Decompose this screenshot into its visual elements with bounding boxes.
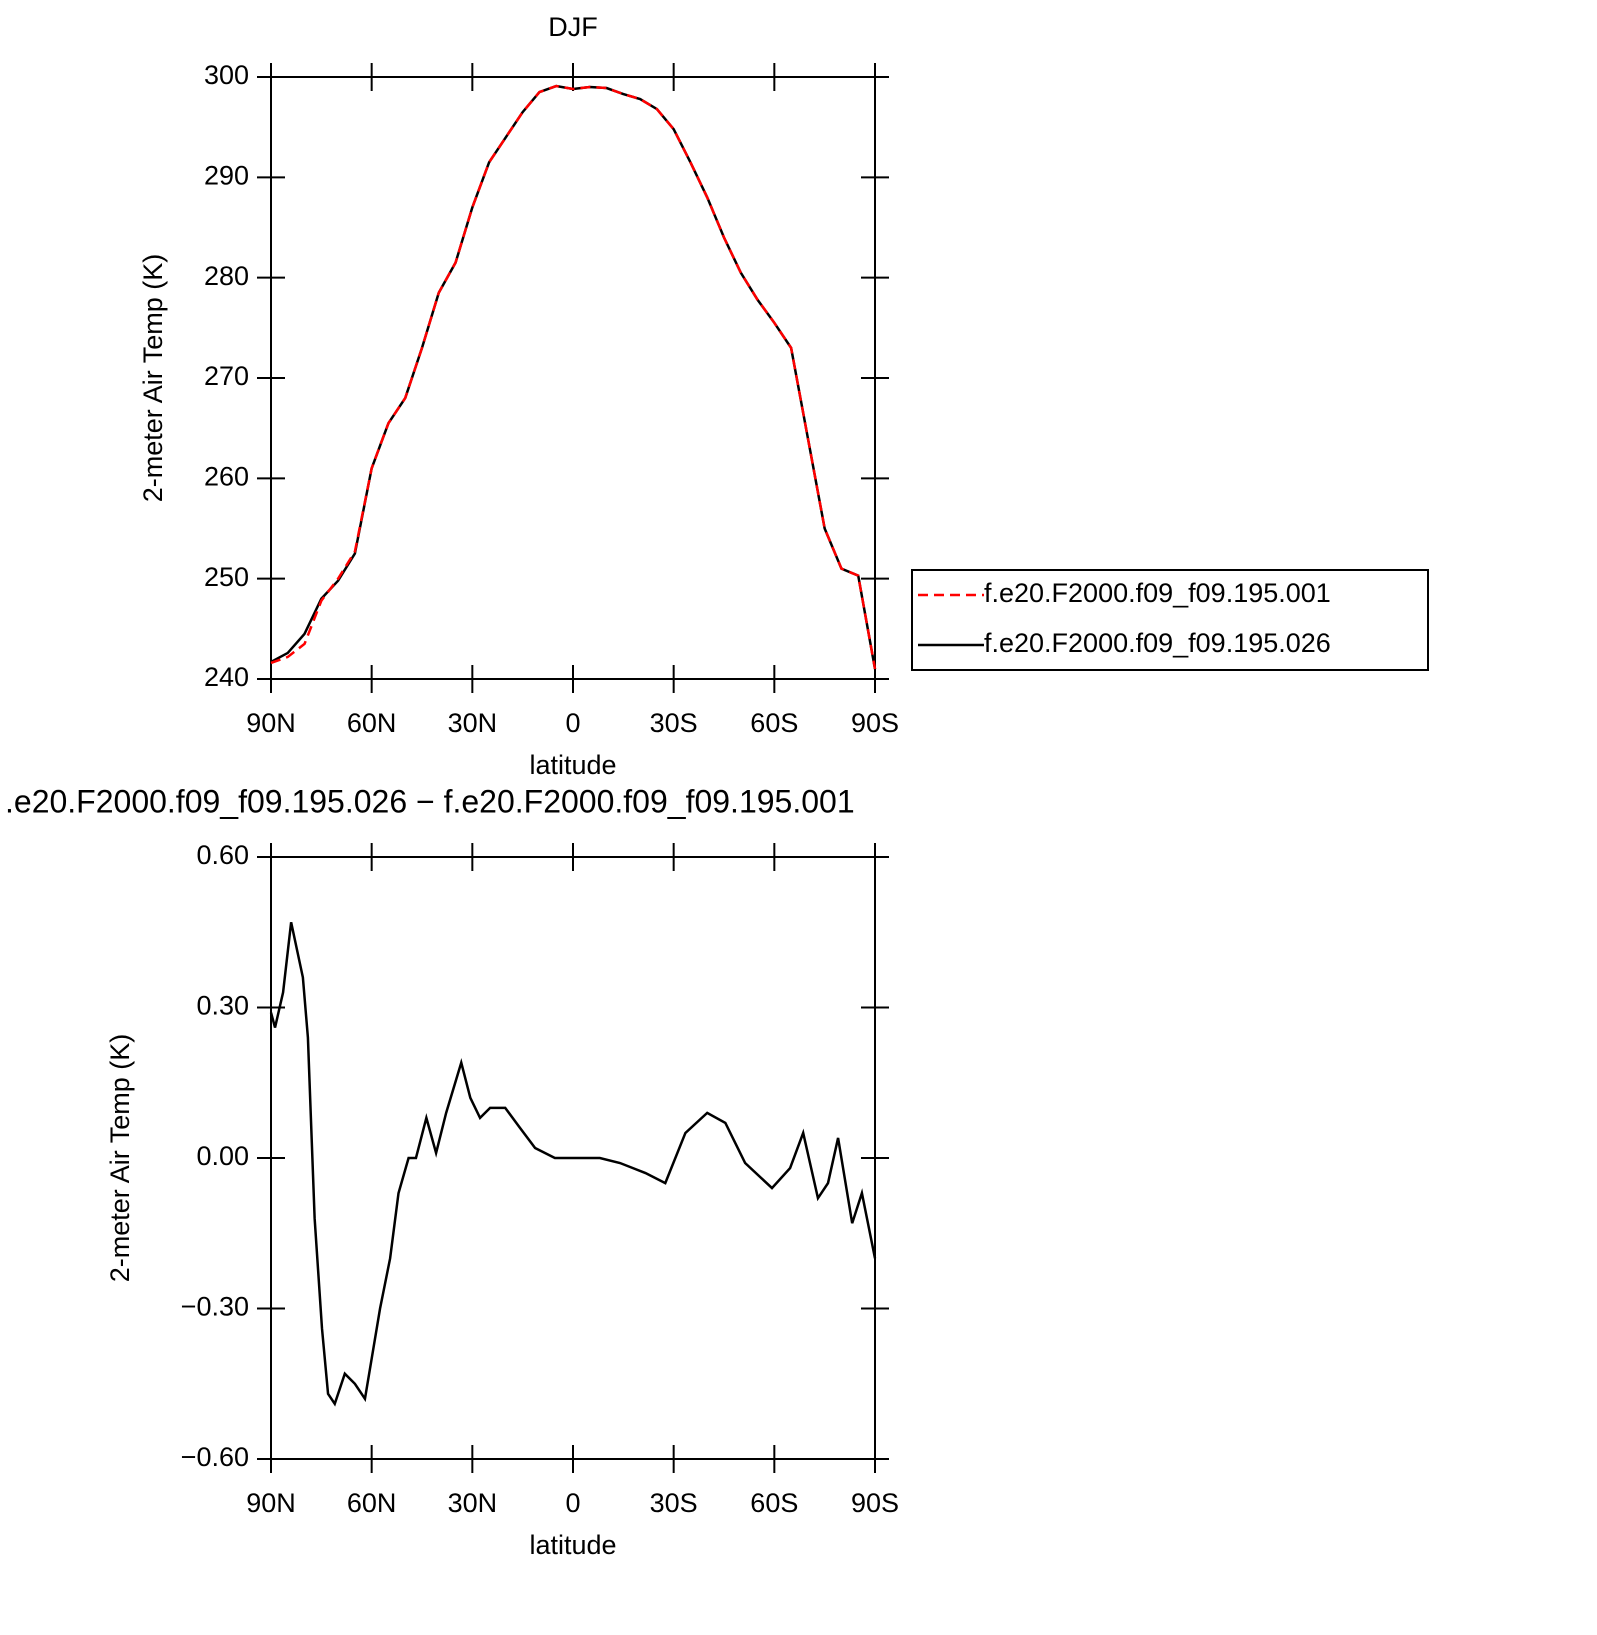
x-tick-label: 60S — [750, 708, 798, 738]
chart-title: DJF — [548, 12, 598, 42]
y-tick-label: 260 — [204, 461, 249, 491]
y-tick-label: 290 — [204, 160, 249, 190]
x-tick-label: 90S — [851, 708, 899, 738]
x-tick-label: 30N — [448, 1488, 498, 1518]
data-line — [270, 84, 877, 670]
y-axis-label: 2-meter Air Temp (K) — [105, 1034, 135, 1283]
y-tick-label: 0.00 — [196, 1141, 249, 1171]
x-axis-label: latitude — [529, 750, 616, 780]
x-tick-label: 90N — [246, 708, 296, 738]
legend-label: f.e20.F2000.f09_f09.195.001 — [984, 578, 1331, 608]
y-tick-label: 280 — [204, 261, 249, 291]
x-tick-label: 30S — [650, 1488, 698, 1518]
x-tick-label: 60N — [347, 1488, 397, 1518]
y-tick-label: 250 — [204, 562, 249, 592]
legend-label: f.e20.F2000.f09_f09.195.026 — [984, 628, 1331, 658]
x-tick-label: 30S — [650, 708, 698, 738]
y-tick-label: 240 — [204, 662, 249, 692]
y-tick-label: 0.60 — [196, 840, 249, 870]
y-axis-label: 2-meter Air Temp (K) — [138, 254, 168, 503]
y-tick-label: 0.30 — [196, 991, 249, 1021]
legend-box — [911, 569, 1429, 671]
y-tick-label: 300 — [204, 60, 249, 90]
x-tick-label: 60N — [347, 708, 397, 738]
y-tick-label: 270 — [204, 361, 249, 391]
x-tick-label: 60S — [750, 1488, 798, 1518]
x-axis-label: latitude — [529, 1530, 616, 1560]
data-line — [270, 84, 877, 670]
x-tick-label: 0 — [565, 1488, 580, 1518]
data-line — [269, 921, 877, 1407]
x-tick-label: 90S — [851, 1488, 899, 1518]
x-tick-label: 90N — [246, 1488, 296, 1518]
plot-frame — [270, 76, 876, 680]
x-tick-label: 30N — [448, 708, 498, 738]
y-tick-label: −0.60 — [181, 1442, 249, 1472]
y-tick-label: −0.30 — [181, 1292, 249, 1322]
chart-title: .e20.F2000.f09_f09.195.026 − f.e20.F2000… — [5, 783, 855, 819]
x-tick-label: 0 — [565, 708, 580, 738]
